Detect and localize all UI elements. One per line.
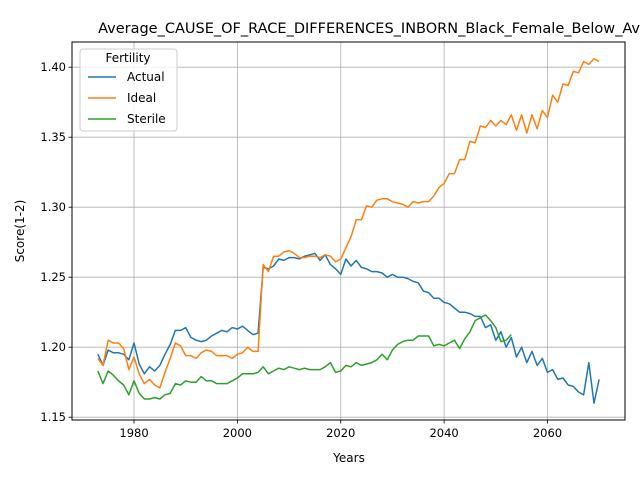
series-line-actual <box>98 253 599 403</box>
legend: Fertility Actual Ideal Sterile <box>80 49 177 131</box>
y-tick-label: 1.15 <box>40 410 66 424</box>
legend-label-sterile: Sterile <box>127 112 166 126</box>
y-axis-label: Score(1-2) <box>13 200 27 263</box>
x-axis-label: Years <box>332 451 365 465</box>
x-tick-label: 2040 <box>429 426 458 440</box>
legend-label-ideal: Ideal <box>127 91 156 105</box>
x-tick-label: 2020 <box>326 426 355 440</box>
y-tick-label: 1.40 <box>40 60 66 74</box>
x-axis: 1980 2000 2020 2040 2060 <box>119 420 562 440</box>
chart-title: Average_CAUSE_OF_RACE_DIFFERENCES_INBORN… <box>98 21 640 37</box>
y-tick-label: 1.25 <box>40 270 66 284</box>
x-tick-label: 1980 <box>119 426 148 440</box>
x-tick-label: 2000 <box>223 426 252 440</box>
y-tick-label: 1.35 <box>40 130 66 144</box>
y-tick-label: 1.20 <box>40 340 66 354</box>
y-tick-label: 1.30 <box>40 200 66 214</box>
legend-title: Fertility <box>105 51 150 65</box>
x-tick-label: 2060 <box>533 426 562 440</box>
y-axis: 1.15 1.20 1.25 1.30 1.35 1.40 <box>40 60 72 424</box>
legend-label-actual: Actual <box>127 70 165 84</box>
